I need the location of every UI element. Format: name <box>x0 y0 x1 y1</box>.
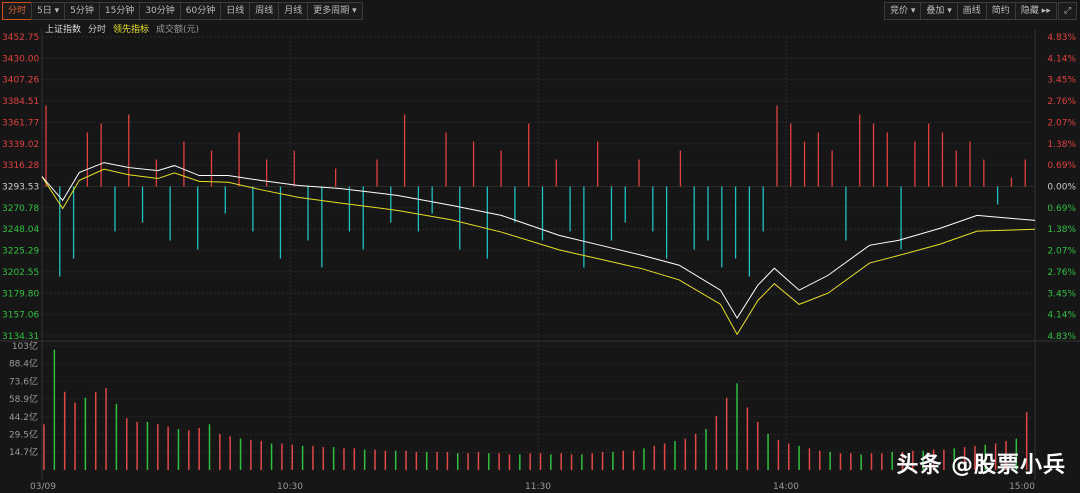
price-tick-label: 3202.55 <box>2 268 39 278</box>
tools-toolbar: 竞价 ▾ 叠加 ▾ 画线 简约 隐藏 ▸▸ <box>884 2 1057 20</box>
price-line <box>41 162 1036 320</box>
price-tick-label: 3293.53 <box>2 183 39 193</box>
price-tick-label: 3361.77 <box>2 118 39 128</box>
price-tick-label: 3157.06 <box>2 311 39 321</box>
time-tick-label: 14:00 <box>773 482 799 492</box>
price-tick-label: 3316.28 <box>2 161 39 171</box>
pct-tick-label: 0.00% <box>1047 183 1076 193</box>
time-tick-label: 03/09 <box>30 482 56 492</box>
legend-mode: 分时 <box>88 25 107 35</box>
pct-tick-label: 3.45% <box>1047 76 1076 86</box>
price-tick-label: 3384.51 <box>2 97 39 107</box>
pct-tick-label: 4.83% <box>1047 332 1076 342</box>
pct-tick-label: 2.76% <box>1047 97 1076 107</box>
legend-index: 上证指数 <box>45 25 82 35</box>
pct-tick-label: 2.07% <box>1047 247 1076 257</box>
price-tick-label: 3225.29 <box>2 247 39 257</box>
legend-volume: 成交额(元) <box>156 25 200 35</box>
pct-tick-label: 2.07% <box>1047 118 1076 128</box>
leading-line <box>41 168 1036 336</box>
pct-tick-label: 1.38% <box>1047 225 1076 235</box>
tool-button[interactable]: 隐藏 ▸▸ <box>1014 2 1057 20</box>
pct-tick-label: 0.69% <box>1047 161 1076 171</box>
price-tick-label: 3270.78 <box>2 204 39 214</box>
pct-tick-label: 2.76% <box>1047 268 1076 278</box>
pct-tick-label: 1.38% <box>1047 140 1076 150</box>
period-tab[interactable]: 15分钟 <box>98 2 141 20</box>
price-tick-label: 3339.02 <box>2 140 39 150</box>
pct-tick-label: 3.45% <box>1047 289 1076 299</box>
price-tick-label: 3134.31 <box>2 332 39 342</box>
period-toolbar: 分时 5日 ▾ 5分钟 15分钟 30分钟 60分钟 日线 周线 月线 更多周期 ▾ <box>2 2 363 20</box>
chart-legend: 上证指数 分时 领先指标 成交额(元) <box>45 22 199 35</box>
volume-tick-label: 44.2亿 <box>9 411 38 423</box>
pct-tick-label: 4.14% <box>1047 54 1076 64</box>
legend-leading: 领先指标 <box>113 25 150 35</box>
price-tick-label: 3248.04 <box>2 225 39 235</box>
pct-tick-label: 4.14% <box>1047 311 1076 321</box>
price-tick-label: 3452.75 <box>2 33 39 43</box>
fullscreen-button[interactable]: ⤢ <box>1058 2 1078 20</box>
volume-tick-label: 58.9亿 <box>9 393 38 405</box>
volume-tick-label: 88.4亿 <box>9 358 38 370</box>
price-tick-label: 3407.26 <box>2 76 39 86</box>
price-tick-label: 3179.80 <box>2 289 39 299</box>
pct-tick-label: 0.69% <box>1047 204 1076 214</box>
period-tab[interactable]: 日线 <box>220 2 251 20</box>
time-tick-label: 11:30 <box>525 482 551 492</box>
volume-tick-label: 103亿 <box>12 340 38 352</box>
volume-tick-label: 14.7亿 <box>9 446 38 458</box>
pct-tick-label: 4.83% <box>1047 33 1076 43</box>
period-tab[interactable]: 更多周期 ▾ <box>307 2 363 20</box>
time-tick-label: 15:00 <box>1009 482 1035 492</box>
time-tick-label: 10:30 <box>277 482 303 492</box>
watermark: 头条 @股票小兵 <box>896 453 1066 478</box>
volume-tick-label: 29.5亿 <box>9 428 38 440</box>
price-tick-label: 3430.00 <box>2 54 39 64</box>
volume-tick-label: 73.6亿 <box>9 375 38 387</box>
